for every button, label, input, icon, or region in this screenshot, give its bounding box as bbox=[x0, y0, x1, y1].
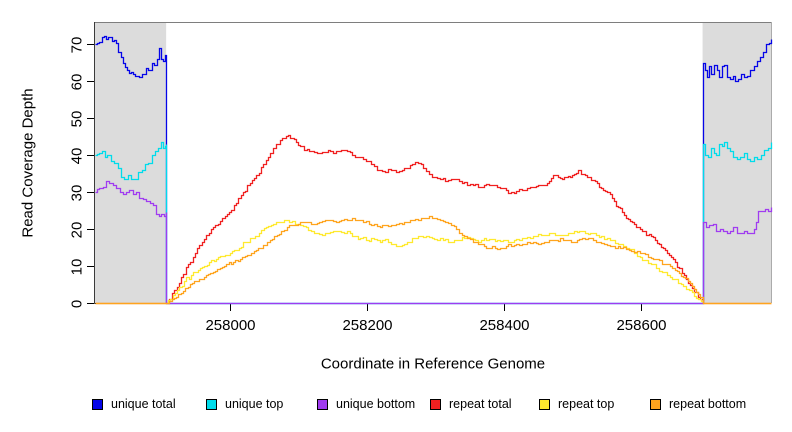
series-unique-top bbox=[95, 141, 773, 305]
y-tick-label: 60 bbox=[68, 73, 86, 90]
legend-label: unique total bbox=[111, 397, 176, 411]
series-unique-total bbox=[95, 35, 773, 305]
legend-label: repeat total bbox=[449, 397, 512, 411]
series-repeat-bottom bbox=[95, 215, 772, 305]
legend-label: unique bottom bbox=[336, 397, 416, 411]
legend-swatch-repeat-bottom bbox=[650, 398, 661, 410]
y-tick-label: 70 bbox=[68, 36, 86, 53]
x-tick-label: 258400 bbox=[479, 317, 530, 334]
legend-label: unique top bbox=[225, 397, 284, 411]
x-tick-label: 258600 bbox=[616, 317, 667, 334]
legend-item-unique-bottom: unique bottom bbox=[317, 397, 415, 411]
legend-item-repeat-bottom: repeat bottom bbox=[650, 397, 746, 411]
legend-item-unique-total: unique total bbox=[92, 397, 176, 411]
shaded-region bbox=[702, 22, 771, 303]
legend-item-unique-top: unique top bbox=[206, 397, 283, 411]
legend-swatch-repeat-total bbox=[430, 398, 441, 410]
legend-swatch-unique-top bbox=[206, 398, 217, 410]
legend-label: repeat bottom bbox=[669, 397, 747, 411]
y-tick-label: 0 bbox=[68, 299, 86, 308]
legend-item-repeat-top: repeat top bbox=[539, 397, 614, 411]
legend-item-repeat-total: repeat total bbox=[430, 397, 512, 411]
legend-swatch-unique-bottom bbox=[317, 398, 328, 410]
y-tick-label: 10 bbox=[68, 258, 86, 275]
y-tick-label: 20 bbox=[68, 221, 86, 238]
legend-swatch-repeat-top bbox=[539, 398, 550, 410]
x-tick-label: 258200 bbox=[342, 317, 393, 334]
shaded-region bbox=[95, 22, 167, 303]
series-unique-bottom bbox=[95, 180, 773, 305]
x-tick-label: 258000 bbox=[205, 317, 256, 334]
y-tick-label: 40 bbox=[68, 147, 86, 164]
x-axis-title: Coordinate in Reference Genome bbox=[320, 355, 546, 373]
legend-label: repeat top bbox=[558, 397, 615, 411]
series-repeat-total bbox=[95, 134, 772, 305]
y-tick-label: 30 bbox=[68, 184, 86, 201]
y-axis-title: Read Coverage Depth bbox=[19, 88, 37, 238]
legend-swatch-unique-total bbox=[92, 398, 103, 410]
series-repeat-top bbox=[95, 219, 772, 305]
y-tick-label: 50 bbox=[68, 110, 86, 127]
